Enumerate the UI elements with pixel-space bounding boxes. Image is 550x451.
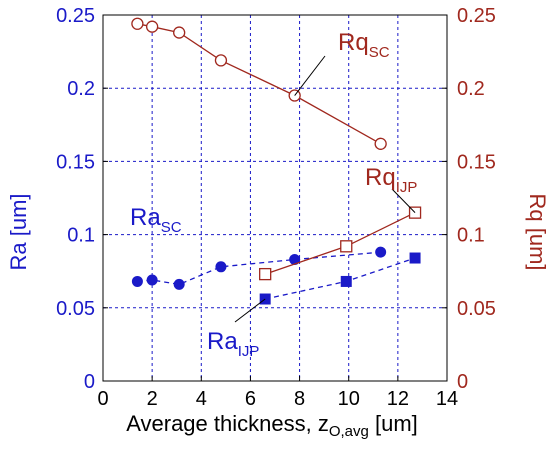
data-point-Ra_SC bbox=[215, 261, 227, 273]
data-point-Ra_IJP bbox=[340, 275, 352, 287]
annotation-main: Ra bbox=[207, 328, 238, 355]
x-tick-label: 14 bbox=[436, 388, 458, 410]
annotation-leader-Rq_SC bbox=[294, 55, 326, 96]
data-point-Rq_SC bbox=[173, 26, 186, 39]
data-point-Rq_IJP bbox=[340, 240, 353, 253]
data-point-Ra_IJP bbox=[409, 252, 421, 264]
x-tick-label: 2 bbox=[147, 388, 158, 410]
x-tick-label: 6 bbox=[245, 388, 256, 410]
annotation-main: Ra bbox=[130, 204, 161, 231]
annotation-Ra_SC: RaSC bbox=[130, 204, 182, 236]
annotation-sub: IJP bbox=[396, 179, 418, 196]
x-axis-title-main: Average thickness, z bbox=[126, 411, 329, 436]
data-point-Ra_SC bbox=[173, 278, 185, 290]
y-tick-label-right: 0 bbox=[457, 371, 468, 393]
plot-frame bbox=[102, 14, 448, 382]
annotation-main: Rq bbox=[338, 29, 369, 56]
y-tick-label-right: 0.15 bbox=[457, 151, 496, 173]
x-axis-title-unit: [um] bbox=[369, 411, 418, 436]
data-point-Ra_SC bbox=[289, 253, 301, 265]
y-tick-label-left: 0.25 bbox=[56, 5, 95, 27]
grid-lines bbox=[103, 15, 447, 381]
x-tick-label: 8 bbox=[294, 388, 305, 410]
data-point-Rq_SC bbox=[374, 137, 387, 150]
axes: 0 2 4 6 8 10 12 1400.050.10.150.20.2500.050.10.… bbox=[56, 5, 496, 410]
annotation-main: Rq bbox=[365, 164, 396, 191]
y-tick-label-left: 0.2 bbox=[67, 78, 95, 100]
y-tick-label-left: 0.15 bbox=[56, 151, 95, 173]
annotation-Rq_SC: RqSC bbox=[338, 29, 390, 61]
x-tick-label: 12 bbox=[387, 388, 409, 410]
data-point-Rq_SC bbox=[131, 17, 144, 30]
data-point-Ra_SC bbox=[375, 246, 387, 258]
x-axis-title: Average thickness, zO,avg [um] bbox=[126, 411, 418, 440]
y-tick-label-left: 0 bbox=[84, 371, 95, 393]
data-point-Ra_SC bbox=[146, 274, 158, 286]
annotation-Ra_IJP: RaIJP bbox=[207, 328, 259, 360]
data-point-Rq_IJP bbox=[259, 267, 272, 281]
y-tick-label-left: 0.05 bbox=[56, 298, 95, 320]
x-tick-label: 4 bbox=[196, 388, 207, 410]
x-axis-title-sub: O,avg bbox=[329, 423, 369, 440]
x-tick-label: 10 bbox=[338, 388, 360, 410]
annotation-sub: SC bbox=[161, 219, 182, 236]
y-tick-label-right: 0.2 bbox=[457, 78, 485, 100]
annotation-leader-Rq_IJP bbox=[391, 188, 416, 213]
data-point-Rq_SC bbox=[214, 54, 228, 67]
annotation-leader-Ra_IJP bbox=[234, 298, 266, 323]
annotation-Rq_IJP: RqIJP bbox=[365, 164, 417, 196]
y-tick-label-right: 0.05 bbox=[457, 298, 496, 320]
annotation-sub: SC bbox=[369, 44, 390, 61]
y-tick-label-right: 0.1 bbox=[457, 225, 485, 247]
data-point-Rq_SC bbox=[145, 20, 159, 33]
y-axis-title-left: Ra [um] bbox=[6, 193, 31, 270]
x-tick-label: 0 bbox=[97, 388, 108, 410]
series-line-Ra_IJP bbox=[265, 257, 416, 300]
annotation-sub: IJP bbox=[238, 343, 260, 360]
data-point-Ra_SC bbox=[131, 275, 143, 287]
y-tick-label-left: 0.1 bbox=[67, 225, 95, 247]
y-axis-title-right: Rq [um] bbox=[525, 193, 550, 270]
y-tick-label-right: 0.25 bbox=[457, 5, 496, 27]
